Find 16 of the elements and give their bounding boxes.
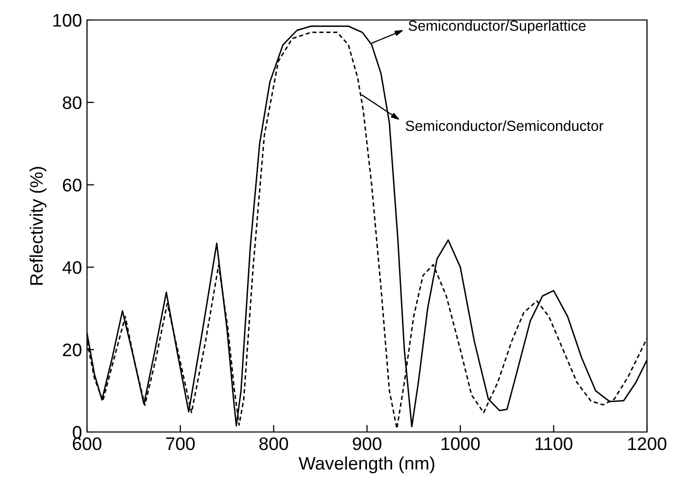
x-tick-label: 600 (72, 437, 102, 450)
x-tick-label: 1200 (628, 437, 666, 450)
y-tick-label: 80 (62, 96, 82, 110)
x-tick-label: 1100 (536, 437, 572, 450)
y-tick-label: 100 (53, 14, 82, 27)
y-tick-label: 40 (62, 261, 82, 274)
y-tick-label: 60 (62, 178, 82, 192)
y-axis-title: Reflectivity (%) (30, 166, 46, 285)
annotation: Semiconductor/Superlattice (408, 20, 586, 34)
y-tick-label: 20 (62, 344, 82, 356)
x-axis-title: Wavelength (nm) (298, 456, 434, 474)
x-tick-label: 800 (259, 437, 288, 450)
annotation: Semiconductor/Semiconductor (406, 120, 604, 132)
x-tick-label: 900 (352, 437, 382, 450)
x-tick-label: 700 (166, 437, 195, 450)
x-tick-label: 1000 (442, 437, 480, 450)
